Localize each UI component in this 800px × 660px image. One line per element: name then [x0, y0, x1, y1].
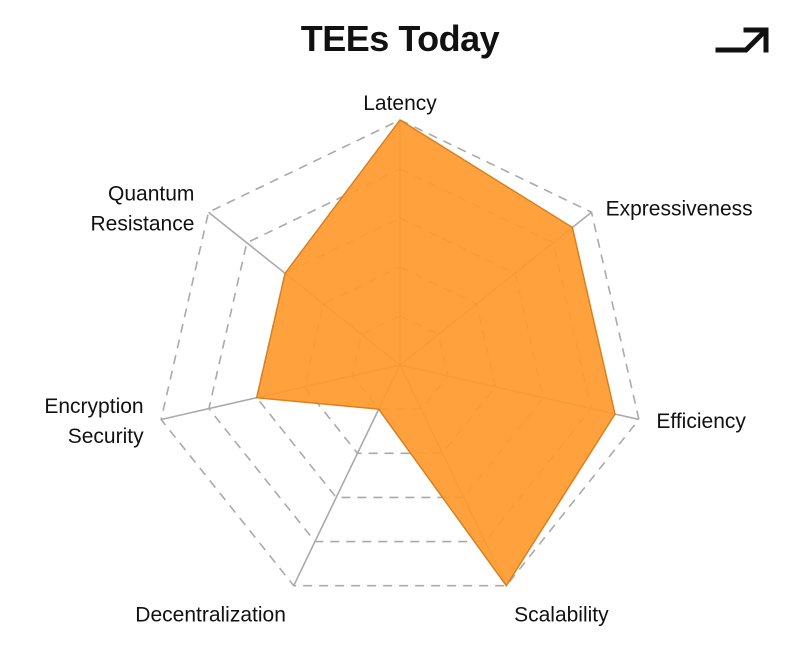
axis-label-6: Encryption Security — [44, 395, 144, 448]
axis-label-1: Latency — [363, 92, 437, 115]
label-layer: Latency Expressiveness Efficiency Scalabili… — [44, 92, 752, 627]
data-series-1 — [255, 118, 616, 588]
axis-label-7: Quantum Resistance — [91, 183, 195, 236]
axis-label-2: Expressiveness — [606, 198, 753, 221]
axis-label-5: Decentralization — [135, 604, 286, 627]
axis-label-4: Scalability — [514, 604, 609, 627]
arrow-up-right-icon[interactable] — [712, 22, 772, 58]
data-layer — [255, 118, 616, 588]
chart-title: TEEs Today — [300, 18, 500, 59]
axis-label-3: Efficiency — [656, 410, 746, 433]
grid-ring-5 — [160, 119, 640, 587]
